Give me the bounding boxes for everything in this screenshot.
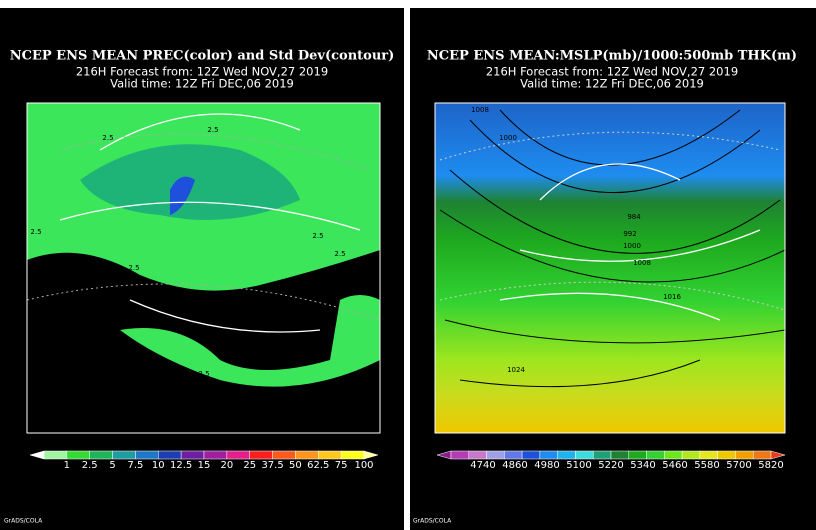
colorbar-segment xyxy=(646,450,665,460)
colorbar-segment xyxy=(468,450,487,460)
colorbar-label: 7.5 xyxy=(127,460,143,471)
colorbar-label: 15 xyxy=(198,460,211,471)
colorbar-label: 12.5 xyxy=(170,460,192,471)
colorbar-segment xyxy=(203,450,228,460)
colorbar-label: 4980 xyxy=(534,460,559,471)
colorbar-label: 20 xyxy=(220,460,233,471)
credit: GrADS/COLA xyxy=(4,518,43,525)
colorbar-segment xyxy=(592,450,612,460)
left-frame xyxy=(26,102,381,434)
contour-label: 1008 xyxy=(471,106,489,114)
colorbar-segment xyxy=(557,450,576,460)
colorbar-end xyxy=(770,450,786,460)
colorbar-label: 5820 xyxy=(758,460,783,471)
credit: GrADS/COLA xyxy=(413,518,452,525)
forecast-line: 216H Forecast from: 12Z Wed NOV,27 2019 xyxy=(76,65,328,79)
right-frame xyxy=(434,102,786,434)
contour-label: 2.5 xyxy=(30,228,41,236)
colorbar-label: 50 xyxy=(289,460,302,471)
colorbar-segment xyxy=(66,450,90,460)
colorbar-segment xyxy=(610,450,630,460)
contour-label: 2.5 xyxy=(207,126,218,134)
colorbar-segment xyxy=(112,450,136,460)
contour-label: 2.5 xyxy=(132,308,143,316)
colorbar-segment xyxy=(699,450,718,460)
colorbar-segment xyxy=(628,450,647,460)
colorbar-label: 2.5 xyxy=(82,460,98,471)
colorbar-label: 4860 xyxy=(502,460,527,471)
colorbar-label: 62.5 xyxy=(307,460,329,471)
colorbar-label: 5460 xyxy=(662,460,687,471)
contour-label: 2.5 xyxy=(102,134,113,142)
contour-label: 1008 xyxy=(633,259,651,267)
contour-label: 1024 xyxy=(507,366,525,374)
title: NCEP ENS MEAN PREC(color) and Std Dev(co… xyxy=(10,49,395,64)
colorbar-segment xyxy=(681,450,701,460)
contour-label: 992 xyxy=(623,230,636,238)
contour-label: 1000 xyxy=(499,134,517,142)
contour-label: 2.5 xyxy=(128,264,139,272)
valid-line: Valid time: 12Z Fri DEC,06 2019 xyxy=(110,77,294,91)
colorbar-label: 37.5 xyxy=(261,460,283,471)
contour-label: 2.5 xyxy=(148,292,159,300)
valid-line: Valid time: 12Z Fri DEC,06 2019 xyxy=(520,77,704,91)
colorbar-segment xyxy=(521,450,541,460)
contour-label: 2.5 xyxy=(334,250,345,258)
colorbar-segment xyxy=(486,450,505,460)
contour-label: 1000 xyxy=(623,242,641,250)
colorbar-label: 75 xyxy=(335,460,348,471)
forecast-line: 216H Forecast from: 12Z Wed NOV,27 2019 xyxy=(486,65,738,79)
contour-label: 2.5 xyxy=(258,348,269,356)
colorbar-segment xyxy=(249,450,273,460)
colorbar-segment xyxy=(752,450,772,460)
colorbar-segment xyxy=(504,450,523,460)
colorbar-label: 5340 xyxy=(630,460,655,471)
colorbar-label: 5220 xyxy=(598,460,623,471)
colorbar-segment xyxy=(272,450,296,460)
colorbar-label: 25 xyxy=(243,460,256,471)
left-map xyxy=(26,103,381,433)
colorbar-end xyxy=(363,450,379,460)
contour-label: 984 xyxy=(627,213,641,221)
right-map xyxy=(435,103,786,433)
colorbar-label: 5100 xyxy=(566,460,591,471)
contour-label: 2.5 xyxy=(198,370,209,378)
colorbar-segment xyxy=(575,450,594,460)
colorbar-segment xyxy=(539,450,558,460)
colorbar-label: 1 xyxy=(64,460,70,471)
colorbar-segment xyxy=(318,450,342,460)
colorbar-label: 4740 xyxy=(470,460,495,471)
colorbar-segment xyxy=(295,450,319,460)
colorbar-segment xyxy=(180,450,205,460)
colorbar-segment xyxy=(43,450,68,460)
colorbar-label: 100 xyxy=(354,460,373,471)
contour-label: 2.5 xyxy=(312,232,323,240)
colorbar-label: 5580 xyxy=(694,460,719,471)
colorbar-segment xyxy=(135,450,159,460)
title: NCEP ENS MEAN:MSLP(mb)/1000:500mb THK(m) xyxy=(427,49,797,64)
colorbar-segment xyxy=(664,450,683,460)
colorbar-label: 5700 xyxy=(726,460,751,471)
colorbar-segment xyxy=(89,450,113,460)
colorbar-segment xyxy=(158,450,182,460)
colorbar-segment xyxy=(226,450,250,460)
colorbar-segment xyxy=(340,450,365,460)
colorbar-segment xyxy=(717,450,736,460)
colorbar-label: 10 xyxy=(152,460,165,471)
colorbar-label: 5 xyxy=(109,460,115,471)
colorbar-segment xyxy=(450,450,470,460)
colorbar-segment xyxy=(735,450,754,460)
contour-label: 1016 xyxy=(663,293,681,301)
